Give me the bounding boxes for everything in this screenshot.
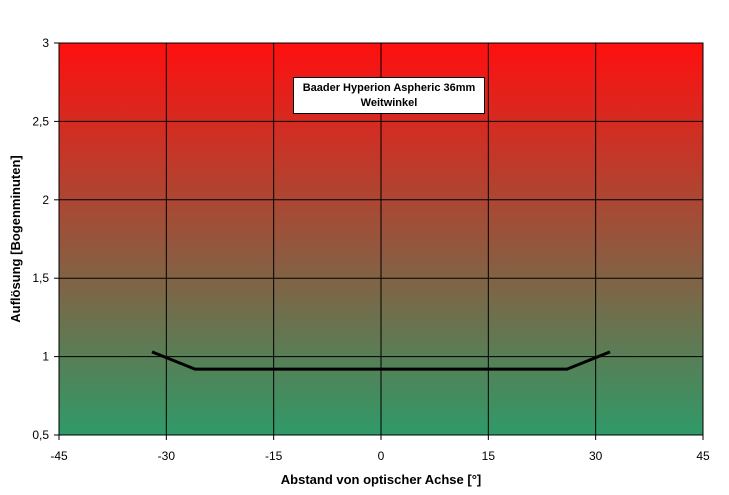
y-tick-label: 3 <box>42 36 49 50</box>
y-tick-label: 0,5 <box>32 428 49 442</box>
x-tick-label: -45 <box>50 449 68 463</box>
y-tick-label: 2,5 <box>32 114 49 128</box>
y-tick-label: 1 <box>42 350 49 364</box>
y-tick-label: 2 <box>42 193 49 207</box>
x-axis-title: Abstand von optischer Achse [°] <box>281 472 481 487</box>
x-tick-label: -15 <box>265 449 283 463</box>
series-line <box>151 350 611 371</box>
x-tick-label: 0 <box>378 449 385 463</box>
x-tick-label: 15 <box>482 449 496 463</box>
x-tick-label: -30 <box>158 449 176 463</box>
y-axis: 0,5 1 1,5 2 2,5 3 <box>32 36 59 442</box>
x-tick-label: 45 <box>696 449 710 463</box>
y-tick-label: 1,5 <box>32 271 49 285</box>
series-group <box>151 350 611 371</box>
chart-title-box: Baader Hyperion Aspheric 36mm Weitwinkel <box>293 77 485 114</box>
x-axis: -45 -30 -15 0 15 30 45 <box>50 435 710 463</box>
chart-subtitle: Weitwinkel <box>360 97 418 109</box>
chart-title: Baader Hyperion Aspheric 36mm <box>302 82 476 94</box>
x-tick-label: 30 <box>589 449 603 463</box>
y-axis-title: Auflösung [Bogenminuten] <box>8 155 23 323</box>
